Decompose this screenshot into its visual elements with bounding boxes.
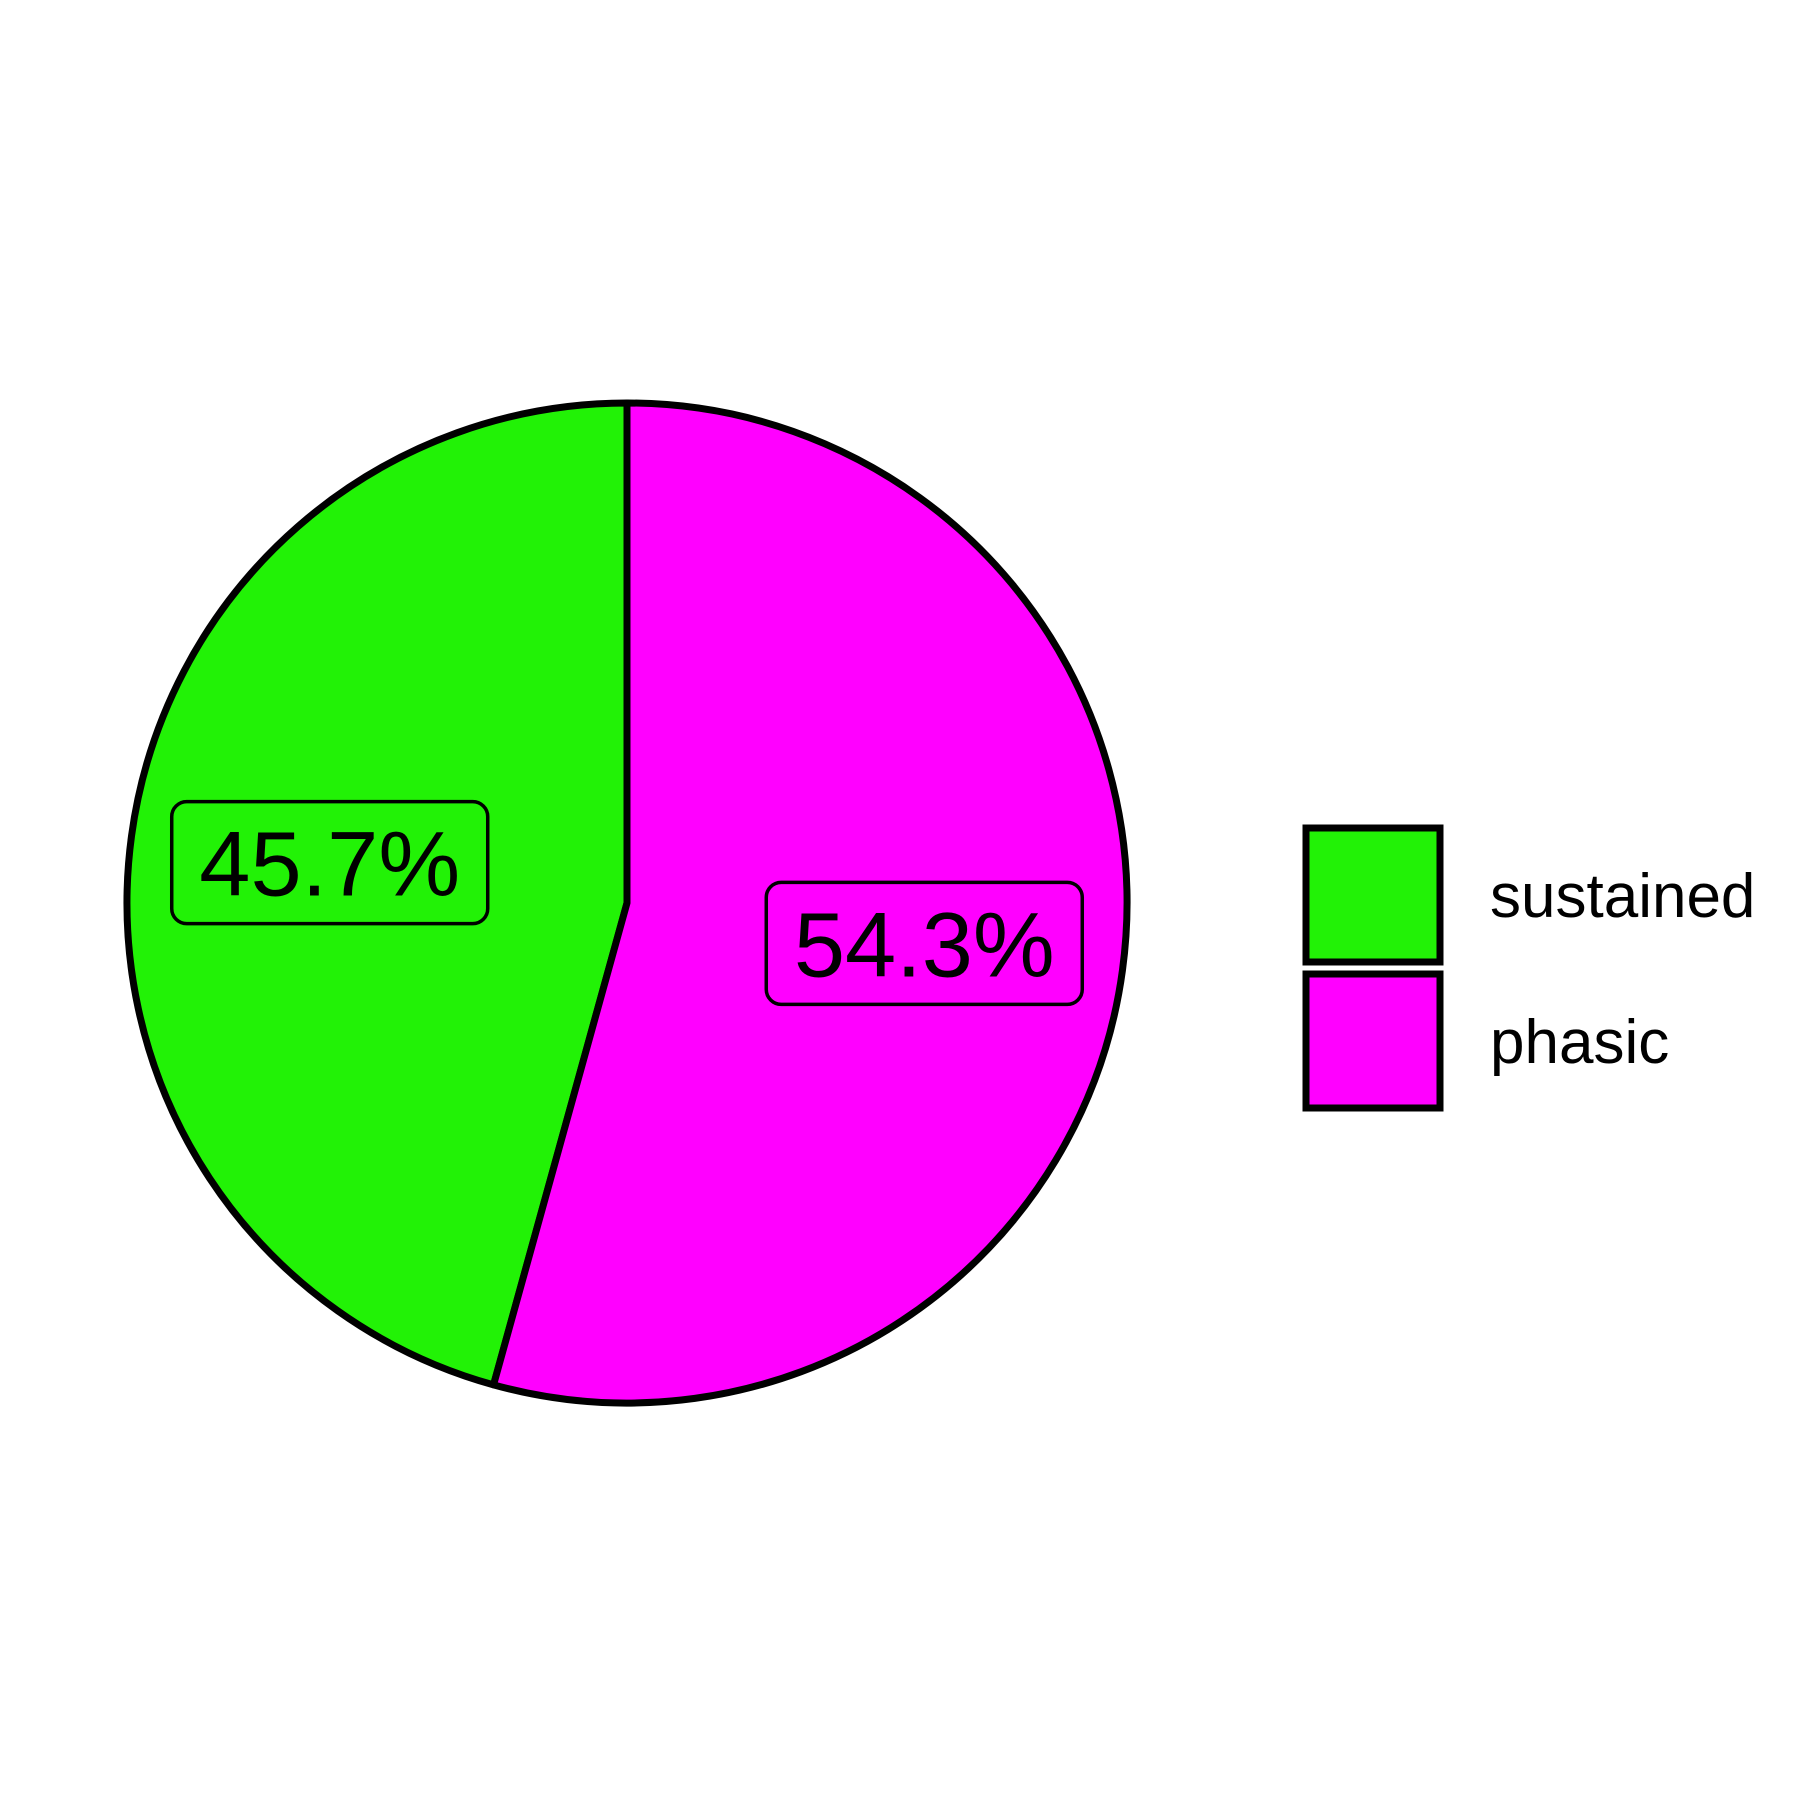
slice-label-value: 54.3% (794, 894, 1055, 996)
slice-label-box (169, 799, 490, 926)
legend: sustained phasic (1302, 824, 1755, 1112)
slice-label-value: 45.7% (199, 814, 460, 916)
legend-entry-sustained: sustained (1302, 824, 1755, 966)
slice-labels: 45.7% 54.3% (169, 799, 1085, 1007)
legend-label: sustained (1490, 862, 1755, 931)
legend-label: phasic (1490, 1008, 1669, 1077)
slice-label-box (764, 880, 1085, 1007)
legend-key-swatch (1302, 824, 1444, 966)
slice-label-phasic: 54.3% (764, 880, 1085, 1007)
legend-entry-phasic: phasic (1302, 970, 1669, 1112)
legend-key-swatch (1302, 970, 1444, 1112)
slice-label-sustained: 45.7% (169, 799, 490, 926)
